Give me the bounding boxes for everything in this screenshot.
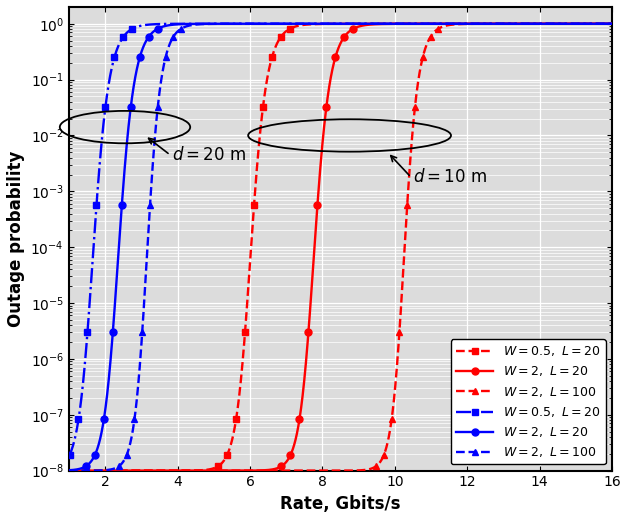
Y-axis label: Outage probability: Outage probability xyxy=(7,151,25,327)
X-axis label: Rate, Gbits/s: Rate, Gbits/s xyxy=(280,495,401,513)
Text: $d = 10$ m: $d = 10$ m xyxy=(413,168,487,186)
Text: $d = 20$ m: $d = 20$ m xyxy=(172,146,246,164)
Legend: $W = 0.5,\ L = 20$, $W = 2,\ L = 20$, $W = 2,\ L = 100$, $W = 0.5,\ L = 20$, $W : $W = 0.5,\ L = 20$, $W = 2,\ L = 20$, $W… xyxy=(451,339,606,464)
